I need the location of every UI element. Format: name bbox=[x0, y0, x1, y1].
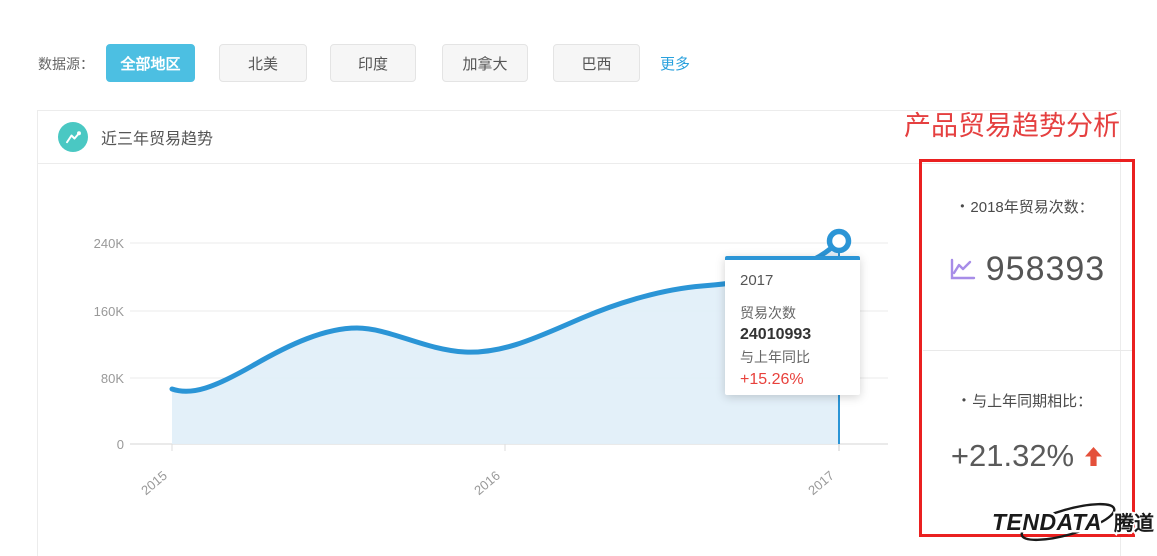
filter-button-all-regions[interactable]: 全部地区 bbox=[106, 44, 195, 82]
more-link[interactable]: 更多 bbox=[660, 56, 691, 73]
trade-count-value: 958393 bbox=[985, 250, 1106, 288]
yoy-value: +21.32% bbox=[950, 438, 1075, 473]
bullet-dot: • bbox=[961, 393, 967, 407]
up-arrow-icon bbox=[1085, 446, 1103, 466]
tendata-logo: TENDATA 腾道 bbox=[990, 502, 1156, 542]
filter-button-brazil[interactable]: 巴西 bbox=[553, 44, 640, 82]
logo-cn-text: 腾道 bbox=[1114, 511, 1154, 535]
yoy-label: • 与上年同期相比： bbox=[961, 393, 1093, 410]
data-source-label: 数据源： bbox=[38, 56, 94, 72]
y-tick-label: 0 bbox=[117, 437, 124, 452]
tooltip-metric-label: 贸易次数 bbox=[740, 305, 796, 321]
y-tick-label: 240K bbox=[94, 236, 125, 251]
chart-tooltip: 2017 贸易次数 24010993 与上年同比 +15.26% bbox=[725, 256, 860, 395]
x-tick-label: 2017 bbox=[805, 468, 837, 498]
filter-button-north-america[interactable]: 北美 bbox=[219, 44, 307, 82]
tooltip-yoy-label: 与上年同比 bbox=[740, 349, 810, 365]
card-header: 近三年贸易趋势 bbox=[38, 111, 1120, 164]
annotation-title: 产品贸易趋势分析 bbox=[904, 111, 1120, 141]
trade-count-label: • 2018年贸易次数： bbox=[960, 199, 1094, 216]
data-point-marker[interactable] bbox=[826, 228, 852, 254]
bullet-dot: • bbox=[960, 199, 965, 213]
tooltip-year: 2017 bbox=[740, 272, 774, 289]
logo-brand-text: TENDATA bbox=[992, 509, 1102, 535]
purple-chart-icon bbox=[950, 258, 975, 279]
y-tick-label: 160K bbox=[94, 304, 125, 319]
x-tick-label: 2015 bbox=[138, 468, 170, 498]
tooltip-value: 24010993 bbox=[740, 326, 812, 343]
card-title: 近三年贸易趋势 bbox=[101, 131, 214, 148]
yoy-value-row: +21.32% bbox=[920, 438, 1134, 474]
filter-button-canada[interactable]: 加拿大 bbox=[442, 44, 528, 82]
y-tick-label: 80K bbox=[101, 371, 124, 386]
stats-divider bbox=[923, 350, 1132, 351]
filter-button-india[interactable]: 印度 bbox=[330, 44, 416, 82]
tooltip-yoy-value: +15.26% bbox=[740, 371, 804, 388]
trade-count-value-row: 958393 bbox=[920, 250, 1134, 289]
line-chart-icon bbox=[58, 122, 88, 152]
x-tick-label: 2016 bbox=[471, 468, 503, 498]
